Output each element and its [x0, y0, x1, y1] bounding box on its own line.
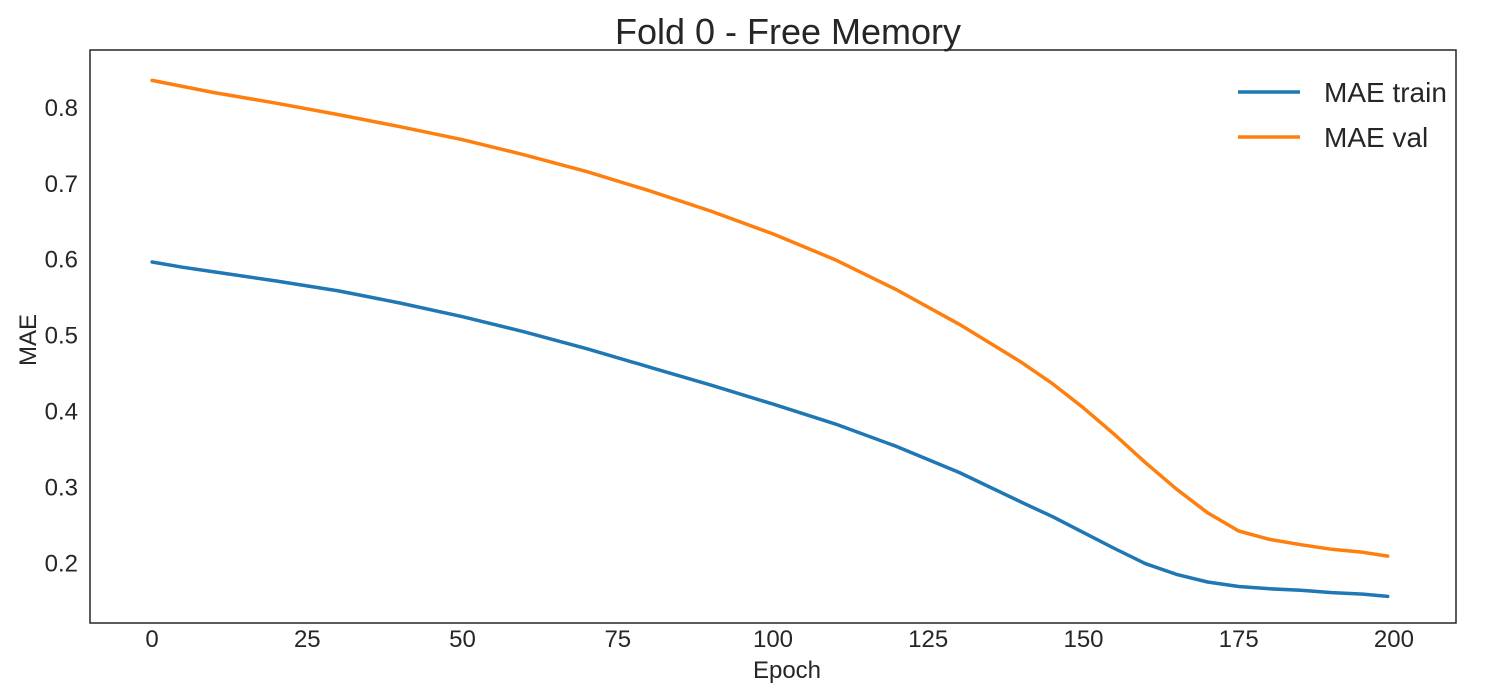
- y-tick-label: 0.6: [45, 247, 78, 274]
- x-axis-label: Epoch: [753, 657, 821, 684]
- x-axis: 0 25 50 75 100 125 150 175 200: [145, 626, 1414, 653]
- legend-label-0: MAE train: [1324, 77, 1447, 108]
- x-tick-label: 50: [449, 626, 476, 653]
- y-tick-label: 0.5: [45, 323, 78, 350]
- legend: MAE train MAE val: [1238, 77, 1447, 153]
- y-tick-label: 0.8: [45, 95, 78, 122]
- y-tick-label: 0.7: [45, 171, 78, 198]
- y-axis: 0.2 0.3 0.4 0.5 0.6 0.7 0.8: [45, 95, 78, 578]
- plot-area: [150, 78, 1390, 599]
- plot-frame: [89, 49, 1457, 624]
- y-tick-label: 0.2: [45, 551, 78, 578]
- y-tick-label: 0.3: [45, 475, 78, 502]
- legend-label-1: MAE val: [1324, 122, 1428, 153]
- x-tick-label: 25: [294, 626, 321, 653]
- x-tick-label: 75: [604, 626, 631, 653]
- x-tick-label: 200: [1374, 626, 1414, 653]
- series-line-1: [150, 78, 1390, 558]
- series-line-0: [150, 260, 1390, 599]
- x-tick-label: 125: [908, 626, 948, 653]
- x-tick-label: 175: [1219, 626, 1259, 653]
- y-axis-label: MAE: [15, 314, 42, 366]
- x-tick-label: 0: [145, 626, 158, 653]
- x-tick-label: 150: [1063, 626, 1103, 653]
- chart-title: Fold 0 - Free Memory: [615, 11, 961, 52]
- y-tick-label: 0.4: [45, 399, 78, 426]
- x-tick-label: 100: [753, 626, 793, 653]
